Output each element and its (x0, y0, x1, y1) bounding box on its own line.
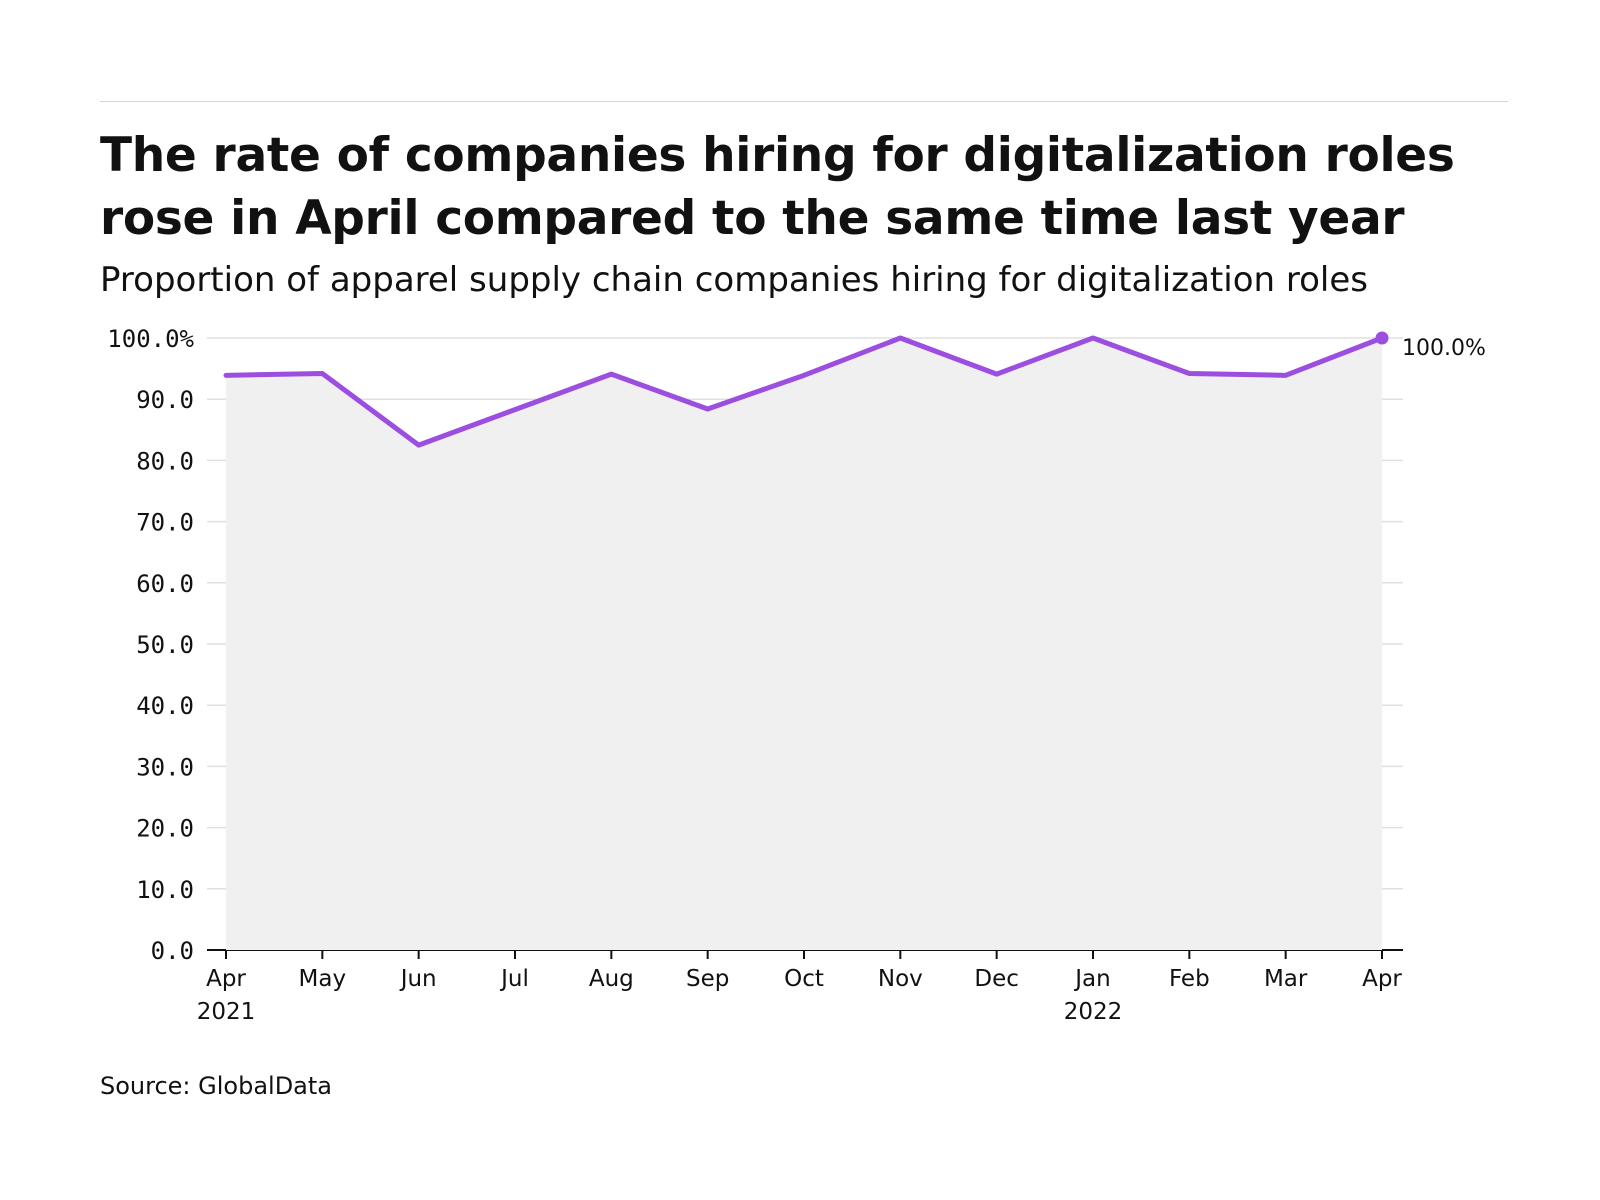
y-tick-label: 70.0 (136, 509, 194, 537)
x-tick-label: Feb (1169, 966, 1210, 992)
y-tick-label: 50.0 (136, 631, 194, 659)
x-tick-label: Jan (1073, 966, 1110, 992)
x-tick-label: Jun (399, 966, 437, 992)
y-tick-label: 10.0 (136, 876, 194, 904)
top-rule (100, 101, 1508, 102)
y-tick-label: 60.0 (136, 570, 194, 598)
chart-title: The rate of companies hiring for digital… (100, 128, 1455, 246)
source-note: Source: GlobalData (100, 1072, 333, 1100)
x-tick-label: Mar (1264, 966, 1308, 992)
y-tick-label: 20.0 (136, 815, 194, 843)
y-tick-label: 30.0 (136, 753, 194, 781)
x-axis-labels: Apr 2021 May Jun Jul Aug Sep Oct Nov Dec Jan 2022 Fe… (197, 950, 1402, 1025)
x-tick-label: Nov (878, 966, 923, 992)
x-tick-label: Apr (206, 966, 246, 992)
y-tick-label: 80.0 (136, 447, 194, 475)
y-tick-label: 0.0 (151, 937, 194, 965)
area-layer (226, 338, 1382, 950)
x-tick-label: Aug (589, 966, 634, 992)
series-line (223, 335, 1385, 448)
y-tick-label: 40.0 (136, 692, 194, 720)
y-tick-label: 100.0% (107, 325, 194, 353)
x-tick-label: Apr (1362, 966, 1402, 992)
y-axis-labels: 0.0 10.0 20.0 30.0 40.0 50.0 60.0 70.0 80.0 90.0 1… (107, 325, 194, 965)
end-point-marker (1375, 331, 1389, 345)
end-value-label: 100.0% (1402, 336, 1486, 361)
y-tick-label: 90.0 (136, 386, 194, 414)
chart-subtitle: Proportion of apparel supply chain compa… (100, 260, 1368, 300)
x-tick-label: 2021 (197, 999, 256, 1025)
x-tick-label: Sep (686, 966, 729, 992)
x-tick-label: Dec (974, 966, 1019, 992)
x-tick-label: Jul (499, 966, 529, 992)
x-tick-label: 2022 (1064, 999, 1123, 1025)
area-fill (226, 338, 1382, 950)
x-tick-label: May (299, 966, 347, 992)
line-layer: 100.0% (223, 331, 1486, 448)
x-tick-label: Oct (784, 966, 824, 992)
